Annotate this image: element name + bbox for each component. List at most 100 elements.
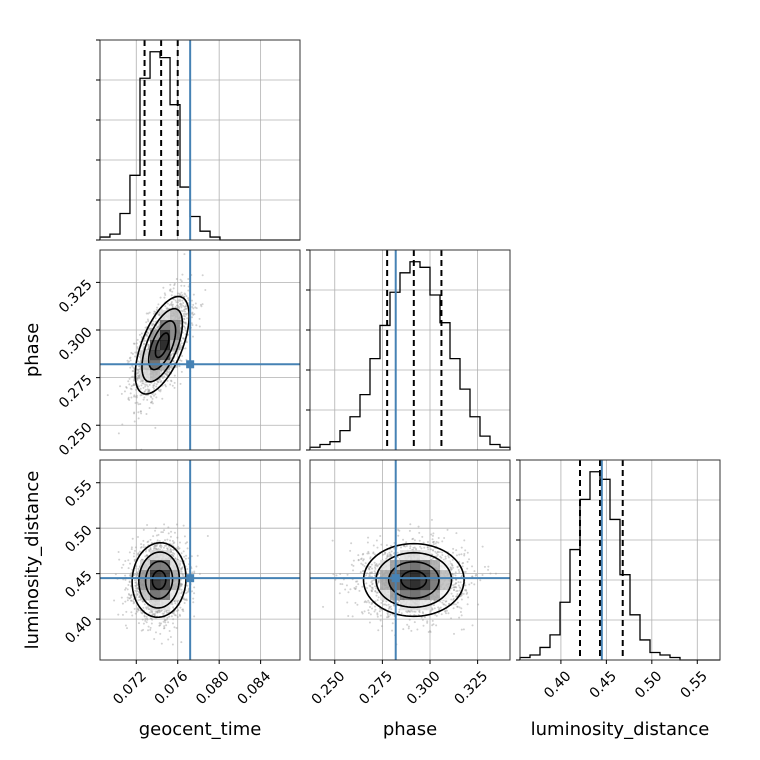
density-bin: [380, 570, 391, 581]
sample-point: [383, 551, 386, 554]
sample-point: [442, 603, 445, 606]
contour-2-2: [375, 551, 453, 609]
sample-point: [474, 574, 477, 577]
sample-point: [183, 555, 186, 558]
sample-point: [465, 588, 468, 591]
density-bin: [170, 580, 181, 591]
sample-point: [137, 411, 140, 414]
sample-point: [409, 545, 412, 548]
sample-point: [125, 610, 128, 613]
sample-point: [140, 394, 143, 397]
sample-point: [131, 375, 134, 378]
sample-point: [457, 581, 460, 584]
sample-point: [136, 371, 139, 374]
sample-point: [489, 572, 492, 575]
panel-frame-2d-0: [99, 249, 301, 451]
sample-point: [154, 320, 157, 323]
panel-frame-2d-2: [309, 459, 511, 661]
density-bin: [170, 560, 181, 571]
sample-point: [143, 391, 146, 394]
sample-point: [172, 350, 175, 353]
sample-point: [360, 611, 363, 614]
sample-point: [347, 591, 350, 594]
sample-point: [193, 615, 196, 618]
sample-point: [453, 603, 456, 606]
sample-point: [411, 538, 414, 541]
sample-point: [136, 592, 139, 595]
sample-point: [150, 401, 153, 404]
sample-point: [170, 302, 173, 305]
sample-point: [176, 304, 179, 307]
sample-point: [389, 554, 392, 557]
sample-point: [146, 617, 149, 620]
density-bin: [400, 560, 411, 571]
sample-point: [154, 610, 157, 613]
ytick-label-luminosity_distance-2: 0.50: [62, 523, 95, 556]
sample-point: [150, 401, 153, 404]
sample-point: [136, 590, 139, 593]
density-bin: [400, 600, 411, 611]
sample-point: [352, 569, 355, 572]
sample-point: [437, 551, 440, 554]
sample-point: [198, 325, 201, 328]
sample-point: [163, 610, 166, 613]
ytick-label-luminosity_distance-0: 0.40: [62, 613, 95, 646]
sample-point: [148, 383, 151, 386]
sample-point: [128, 357, 131, 360]
sample-point: [452, 547, 455, 550]
sample-point: [183, 598, 186, 601]
sample-point: [132, 555, 135, 558]
sample-point: [171, 551, 174, 554]
sample-point: [169, 635, 172, 638]
sample-point: [169, 289, 172, 292]
sample-point: [371, 567, 374, 570]
sample-point: [170, 549, 173, 552]
sample-point: [455, 554, 458, 557]
sample-point: [136, 587, 139, 590]
sample-point: [133, 552, 136, 555]
sample-point: [392, 604, 395, 607]
density-bin: [160, 320, 171, 331]
sample-point: [163, 544, 166, 547]
sample-point: [184, 315, 187, 318]
sample-point: [445, 609, 448, 612]
sample-point: [159, 632, 162, 635]
sample-point: [151, 393, 154, 396]
sample-point: [178, 365, 181, 368]
sample-point: [460, 553, 463, 556]
sample-point: [143, 603, 146, 606]
sample-point: [184, 307, 187, 310]
sample-point: [368, 606, 371, 609]
sample-point: [180, 570, 183, 573]
sample-point: [158, 545, 161, 548]
sample-point: [464, 549, 467, 552]
sample-point: [366, 541, 369, 544]
sample-point: [339, 572, 342, 575]
sample-point: [148, 611, 151, 614]
sample-point: [127, 593, 130, 596]
sample-point: [175, 523, 178, 526]
sample-point: [169, 548, 172, 551]
sample-point: [145, 321, 148, 324]
sample-point: [141, 612, 144, 615]
sample-point: [366, 552, 369, 555]
sample-point: [432, 549, 435, 552]
sample-point: [137, 608, 140, 611]
sample-point: [153, 387, 156, 390]
sample-point: [169, 365, 172, 368]
sample-point: [408, 618, 411, 621]
sample-point: [120, 596, 123, 599]
sample-point: [173, 284, 176, 287]
sample-point: [136, 377, 139, 380]
sample-point: [349, 549, 352, 552]
sample-point: [137, 365, 140, 368]
density-bin: [160, 350, 171, 361]
density-bin: [160, 340, 171, 351]
sample-point: [366, 572, 369, 575]
sample-point: [137, 368, 140, 371]
sample-point: [408, 610, 411, 613]
sample-point: [374, 567, 377, 570]
sample-point: [181, 608, 184, 611]
sample-point: [142, 539, 145, 542]
sample-point: [441, 551, 444, 554]
